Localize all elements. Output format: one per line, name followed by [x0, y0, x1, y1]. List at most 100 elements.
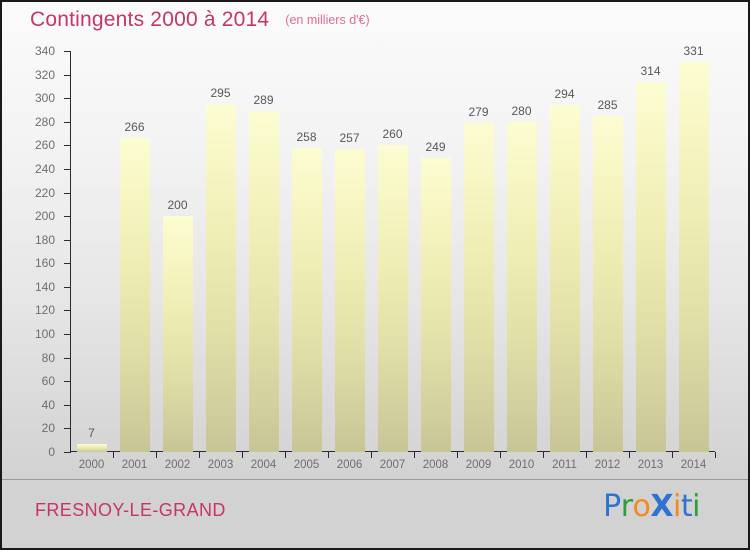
proxiti-logo[interactable]: ProXiti: [603, 492, 700, 522]
bar[interactable]: [76, 443, 107, 452]
y-axis-line: [70, 51, 71, 452]
x-axis-tick: [543, 452, 544, 458]
x-axis-tick: [285, 452, 286, 458]
y-axis-tick-label: 0: [48, 445, 55, 459]
x-axis-tick-label: 2007: [379, 459, 406, 471]
logo-letter: r: [620, 489, 633, 524]
bar-value-label: 314: [640, 63, 661, 78]
logo-letter: t: [680, 489, 693, 524]
x-axis-tick: [457, 452, 458, 458]
bar-value-label: 200: [167, 198, 188, 213]
y-axis-tick-label: 80: [41, 350, 55, 365]
y-axis-tick: 140: [35, 280, 71, 294]
bar-value-label: 257: [339, 130, 360, 145]
x-axis-tick-label: 2005: [293, 459, 320, 471]
x-axis-tick-label: 2013: [637, 459, 664, 471]
y-axis-tick: 180: [35, 233, 71, 247]
bar-value-label: 279: [468, 104, 489, 119]
y-axis-tick-label: 120: [34, 303, 55, 318]
footer-divider: [2, 479, 748, 480]
y-axis-tick: 160: [35, 256, 71, 270]
bar[interactable]: [119, 138, 150, 452]
x-axis-tick: [500, 452, 501, 458]
logo-letter: X: [650, 489, 674, 524]
x-axis-tick: [199, 452, 200, 458]
x-axis-tick: [242, 452, 243, 458]
bar[interactable]: [248, 111, 279, 452]
logo-letter: P: [603, 489, 621, 524]
x-axis-tick: [629, 452, 630, 458]
x-axis-tick-label: 2010: [508, 459, 535, 471]
x-axis-tick-label: 2006: [336, 459, 363, 471]
y-axis-tick: 0: [48, 445, 71, 459]
y-axis-tick-label: 320: [34, 67, 55, 82]
y-axis-tick-label: 260: [34, 138, 55, 153]
bar[interactable]: [334, 148, 365, 452]
bar-value-label: 294: [554, 87, 575, 102]
plot-area: 0 20 40 60 80 100 120 140 160 180 200 220 240 260 280 3…: [35, 44, 716, 471]
chart-title: Contingents 2000 à 2014: [30, 8, 270, 31]
bar-value-label: 249: [425, 140, 446, 155]
bar[interactable]: [162, 216, 193, 452]
bar[interactable]: [291, 147, 322, 452]
x-axis-tick-label: 2001: [121, 459, 148, 471]
y-axis-tick: 300: [35, 91, 71, 105]
y-axis-tick: 240: [35, 162, 71, 176]
bar[interactable]: [506, 121, 537, 452]
bar[interactable]: [549, 105, 580, 452]
bar-value-label: 258: [296, 129, 317, 144]
bar-value-label: 266: [124, 120, 145, 135]
bar[interactable]: [592, 115, 623, 452]
x-axis-tick-label: 2003: [207, 459, 234, 471]
x-axis-tick: [586, 452, 587, 458]
y-axis-tick: 120: [35, 303, 71, 317]
location-name: FRESNOY-LE-GRAND: [35, 500, 226, 520]
x-axis-tick: [371, 452, 372, 458]
x-axis-tick: [113, 452, 114, 458]
x-axis-tick: [414, 452, 415, 458]
bar-value-label: 295: [210, 86, 231, 101]
bar-value-label: 331: [683, 43, 704, 58]
logo-letter: i: [673, 489, 681, 524]
x-axis-tick-label: 2009: [465, 459, 492, 471]
y-axis-tick-label: 280: [34, 114, 55, 129]
y-axis-tick-label: 340: [34, 44, 55, 58]
bar[interactable]: [205, 104, 236, 452]
y-axis-tick-label: 240: [34, 161, 55, 176]
bar-value-label: 289: [253, 93, 274, 108]
chart-panel: Contingents 2000 à 2014 (en milliers d'€…: [2, 2, 748, 479]
logo-letter: o: [632, 489, 651, 524]
y-axis-tick: 60: [42, 374, 71, 388]
x-axis-tick: [156, 452, 157, 458]
chart-header: Contingents 2000 à 2014 (en milliers d'€…: [30, 8, 730, 42]
bar[interactable]: [635, 81, 666, 452]
x-axis-tick-label: 2012: [594, 459, 621, 471]
bar[interactable]: [463, 122, 494, 452]
bar-value-label: 7: [88, 425, 95, 440]
y-axis-tick-label: 60: [41, 374, 55, 389]
bar[interactable]: [678, 61, 709, 452]
x-axis-tick-label: 2002: [164, 459, 191, 471]
y-axis-tick: 280: [35, 115, 71, 129]
bar-value-label: 285: [597, 97, 618, 112]
x-axis-tick: [672, 452, 673, 458]
y-axis-tick: 200: [35, 209, 71, 223]
x-axis-tick-label: 2000: [78, 459, 105, 471]
chart-subtitle: (en milliers d'€): [285, 13, 370, 27]
bar-value-label: 260: [382, 127, 403, 142]
y-axis-tick: 340: [35, 44, 71, 58]
bar-value-label: 280: [511, 103, 532, 118]
y-axis-tick: 320: [35, 68, 71, 82]
bar[interactable]: [420, 158, 451, 452]
y-axis-tick-label: 220: [34, 185, 55, 200]
y-axis-tick: 80: [42, 351, 71, 365]
y-axis-tick-label: 200: [34, 209, 55, 224]
x-axis-tick-label: 2011: [552, 459, 577, 471]
x-axis-tick-label: 2014: [680, 459, 707, 471]
y-axis-tick-label: 180: [34, 232, 55, 247]
bar[interactable]: [377, 145, 408, 452]
y-axis-tick: 260: [35, 138, 71, 152]
y-axis-tick: 220: [35, 186, 71, 200]
y-axis-tick: 100: [35, 327, 71, 341]
logo-letter: i: [692, 489, 700, 524]
